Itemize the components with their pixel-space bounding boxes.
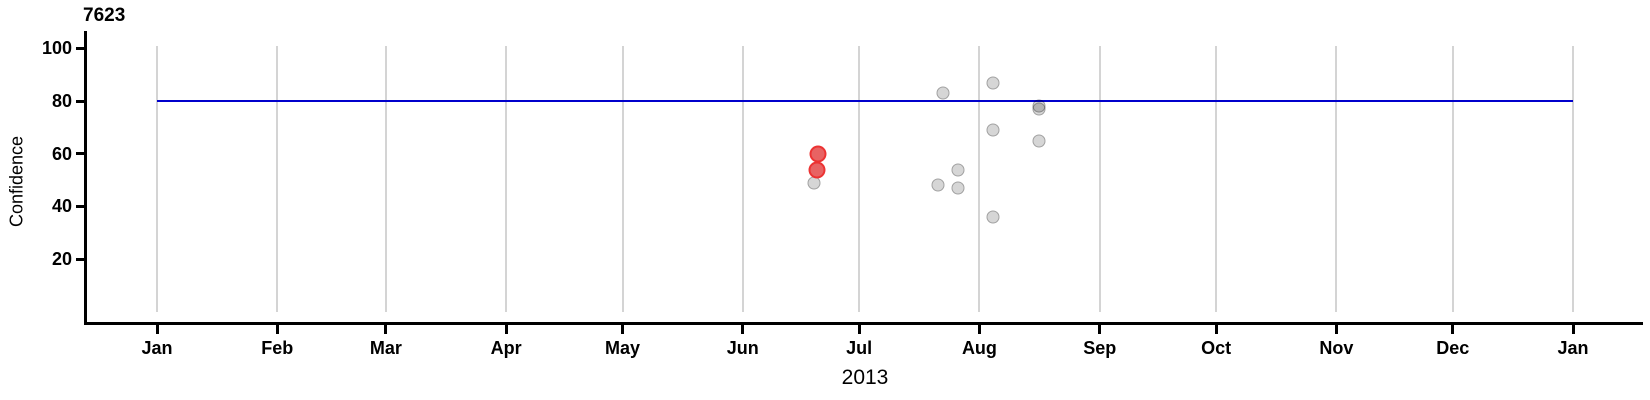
x-tick-label: Mar	[369, 338, 402, 358]
x-axis-tick	[1571, 325, 1575, 334]
month-gridline	[978, 46, 981, 312]
month-gridline	[1098, 46, 1101, 312]
data-point-flagged	[808, 161, 826, 178]
x-axis-tick	[741, 325, 745, 334]
data-point-normal	[931, 178, 945, 192]
month-gridline	[505, 46, 508, 312]
reference-line	[157, 100, 1573, 102]
x-axis-tick	[155, 325, 159, 334]
y-axis-tick	[76, 204, 84, 208]
data-point-normal	[986, 123, 1000, 137]
data-point-normal	[986, 210, 1000, 224]
x-tick-label: Dec	[1436, 338, 1470, 358]
data-point-normal	[951, 163, 965, 176]
x-tick-label: Feb	[261, 338, 294, 358]
month-gridline	[276, 46, 279, 312]
data-point-normal	[936, 86, 950, 100]
x-tick-label: Jan	[1557, 338, 1589, 358]
x-axis-tick	[857, 325, 861, 334]
y-tick-label: 40	[51, 196, 72, 217]
x-axis-tick	[977, 325, 981, 334]
x-axis-label: 2013	[841, 366, 889, 389]
x-tick-label: Jan	[141, 338, 173, 358]
x-axis-tick	[1214, 325, 1218, 334]
data-point-normal	[1032, 134, 1046, 148]
month-gridline	[1335, 46, 1338, 312]
data-point-normal	[986, 76, 1000, 90]
x-axis-tick	[275, 325, 279, 334]
y-axis-tick	[76, 46, 84, 50]
x-tick-label: May	[605, 338, 641, 358]
x-tick-label: Jul	[846, 338, 873, 358]
x-tick-label: Nov	[1319, 338, 1354, 358]
month-gridline	[621, 46, 624, 312]
y-tick-label: 20	[51, 249, 72, 270]
x-tick-label: Apr	[490, 338, 522, 358]
plot-title: 7623	[83, 5, 126, 26]
data-point-normal	[951, 181, 965, 195]
x-axis-tick	[504, 325, 508, 334]
y-axis-label: Confidence	[6, 135, 27, 228]
y-axis-tick	[76, 257, 84, 261]
x-tick-label: Oct	[1201, 338, 1232, 358]
x-axis-tick	[1451, 325, 1455, 334]
month-gridline	[1451, 46, 1454, 312]
month-gridline	[741, 46, 744, 312]
x-axis-tick	[1334, 325, 1338, 334]
data-point-normal	[807, 176, 821, 190]
x-tick-label: Sep	[1083, 338, 1117, 358]
y-axis-tick	[76, 99, 84, 103]
data-point-normal	[1032, 102, 1046, 116]
x-axis-tick	[621, 325, 625, 334]
month-gridline	[1215, 46, 1218, 312]
x-axis-tick	[1098, 325, 1102, 334]
x-axis-line	[84, 322, 1643, 325]
y-tick-label: 60	[51, 143, 72, 164]
y-axis-line	[84, 31, 87, 325]
x-tick-label: Aug	[961, 338, 997, 358]
month-gridline	[858, 46, 861, 312]
month-gridline	[384, 46, 387, 312]
x-axis-tick	[384, 325, 388, 334]
y-tick-label: 80	[51, 91, 72, 111]
y-axis-tick	[76, 152, 84, 156]
month-gridline	[156, 46, 158, 312]
month-gridline	[1572, 46, 1574, 312]
data-point-flagged	[809, 145, 827, 163]
x-tick-label: Jun	[726, 338, 759, 358]
y-tick-label: 100	[41, 38, 72, 59]
